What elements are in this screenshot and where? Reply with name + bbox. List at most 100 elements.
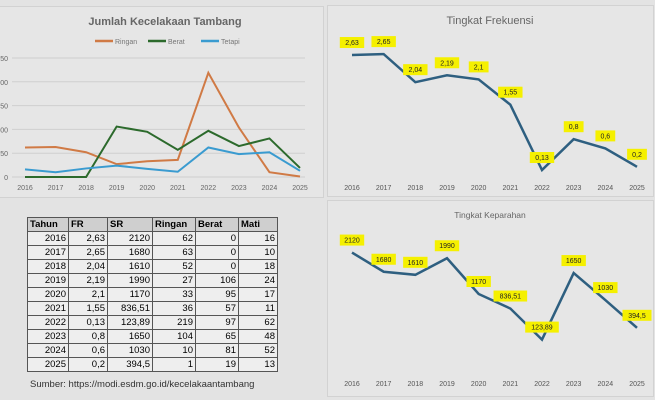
data-label-box	[434, 240, 460, 252]
data-label-box	[593, 282, 618, 294]
series-line-tetapi	[24, 146, 301, 174]
data-label-box	[434, 57, 460, 69]
data-label-box	[371, 36, 396, 48]
legend-label: Ringan	[115, 39, 137, 46]
table-cell: 2,65	[68, 245, 108, 260]
table-cell: 0	[195, 231, 239, 246]
x-tick-label: 2016	[17, 185, 33, 192]
table-row: 2016 2,63 2120 62 0 16	[27, 231, 278, 246]
table-row: 2020 2,1 1170 33 95 17	[27, 287, 278, 302]
data-label-box	[493, 290, 528, 302]
data-label-box	[371, 253, 396, 265]
x-tick-label: 2025	[629, 381, 645, 388]
table-cell: 81	[195, 343, 239, 358]
table-cell: 95	[195, 287, 239, 302]
x-tick-label: 2017	[48, 185, 64, 192]
table-cell: 219	[152, 315, 196, 330]
data-label-box	[466, 275, 491, 287]
table-cell: 0,6	[68, 343, 108, 358]
table-cell: 48	[238, 329, 278, 344]
x-tick-label: 2019	[439, 381, 455, 388]
data-label: 1610	[408, 260, 424, 267]
table-cell: 62	[152, 231, 196, 246]
x-tick-label: 2024	[262, 185, 278, 192]
data-label-box	[339, 234, 365, 246]
table-cell: 2024	[27, 343, 69, 358]
x-tick-label: 2018	[408, 381, 424, 388]
table-cell: 10	[238, 245, 278, 260]
x-tick-label: 2025	[629, 185, 645, 192]
table-cell: 1030	[107, 343, 153, 358]
table-row: 2018 2,04 1610 52 0 18	[27, 259, 278, 274]
column-header: Mati	[238, 217, 278, 232]
y-tick-label: 250	[0, 56, 8, 63]
table-cell: 27	[152, 273, 196, 288]
data-label: 836,51	[500, 294, 522, 301]
data-label-box	[498, 86, 523, 98]
column-header: Tahun	[27, 217, 69, 232]
data-label: 2120	[344, 238, 360, 245]
x-tick-label: 2025	[292, 185, 308, 192]
data-label: 0,2	[632, 152, 642, 159]
data-label-box	[339, 37, 365, 49]
y-tick-label: 100	[0, 127, 8, 134]
x-tick-label: 2022	[534, 185, 550, 192]
data-label-box	[627, 148, 647, 160]
data-label: 2,19	[440, 60, 454, 67]
data-label: 1,55	[504, 90, 518, 97]
legend-label: Tetapi	[221, 39, 240, 46]
chart-title: Tingkat Frekuensi	[446, 15, 533, 27]
series-line-berat	[25, 125, 301, 178]
x-tick-label: 2017	[376, 185, 392, 192]
data-label: 1680	[376, 257, 392, 264]
x-tick-label: 2021	[170, 185, 186, 192]
table-cell: 123,89	[107, 315, 153, 330]
data-label: 2,65	[377, 39, 391, 46]
x-tick-label: 2024	[598, 381, 614, 388]
data-label: 2,1	[474, 64, 484, 71]
series-line	[351, 52, 638, 173]
table-cell: 2018	[27, 259, 69, 274]
data-label-box	[563, 121, 584, 133]
table-cell: 52	[238, 343, 278, 358]
table-cell: 2,63	[68, 231, 108, 246]
table-cell: 24	[238, 273, 278, 288]
table-cell: 104	[152, 329, 196, 344]
x-tick-label: 2023	[231, 185, 247, 192]
table-cell: 106	[195, 273, 239, 288]
table-cell: 0	[195, 259, 239, 274]
chart-title: Jumlah Kecelakaan Tambang	[88, 16, 241, 28]
legend-label: Berat	[168, 39, 185, 46]
table-row: 2024 0,6 1030 10 81 52	[27, 343, 278, 358]
table-cell: 17	[238, 287, 278, 302]
x-tick-label: 2019	[109, 185, 125, 192]
series-line-ringan	[24, 70, 301, 178]
data-label: 0,6	[600, 133, 610, 140]
table-cell: 1990	[107, 273, 153, 288]
table-cell: 2,04	[68, 259, 108, 274]
data-label-box	[468, 61, 489, 73]
y-tick-label: 50	[0, 151, 8, 158]
table-cell: 11	[238, 301, 278, 316]
accident-chart-panel	[0, 6, 324, 198]
table-cell: 2,1	[68, 287, 108, 302]
table-cell: 16	[238, 231, 278, 246]
table-cell: 1170	[107, 287, 153, 302]
table-cell: 57	[195, 301, 239, 316]
x-tick-label: 2021	[503, 185, 519, 192]
table-cell: 1,55	[68, 301, 108, 316]
table-cell: 2021	[27, 301, 69, 316]
x-tick-label: 2019	[439, 185, 455, 192]
data-label: 0,8	[569, 124, 579, 131]
x-tick-label: 2016	[344, 185, 360, 192]
table-cell: 63	[152, 245, 196, 260]
table-cell: 0	[195, 245, 239, 260]
table-cell: 65	[195, 329, 239, 344]
source-note: Sumber: https://modi.esdm.go.id/kecelaka…	[30, 379, 255, 390]
chart-title: Tingkat Keparahan	[454, 210, 526, 220]
data-label: 1170	[471, 279, 486, 286]
column-header: Berat	[195, 217, 239, 232]
table-cell: 62	[238, 315, 278, 330]
x-tick-label: 2020	[471, 381, 487, 388]
table-row: 2023 0,8 1650 104 65 48	[27, 329, 278, 344]
